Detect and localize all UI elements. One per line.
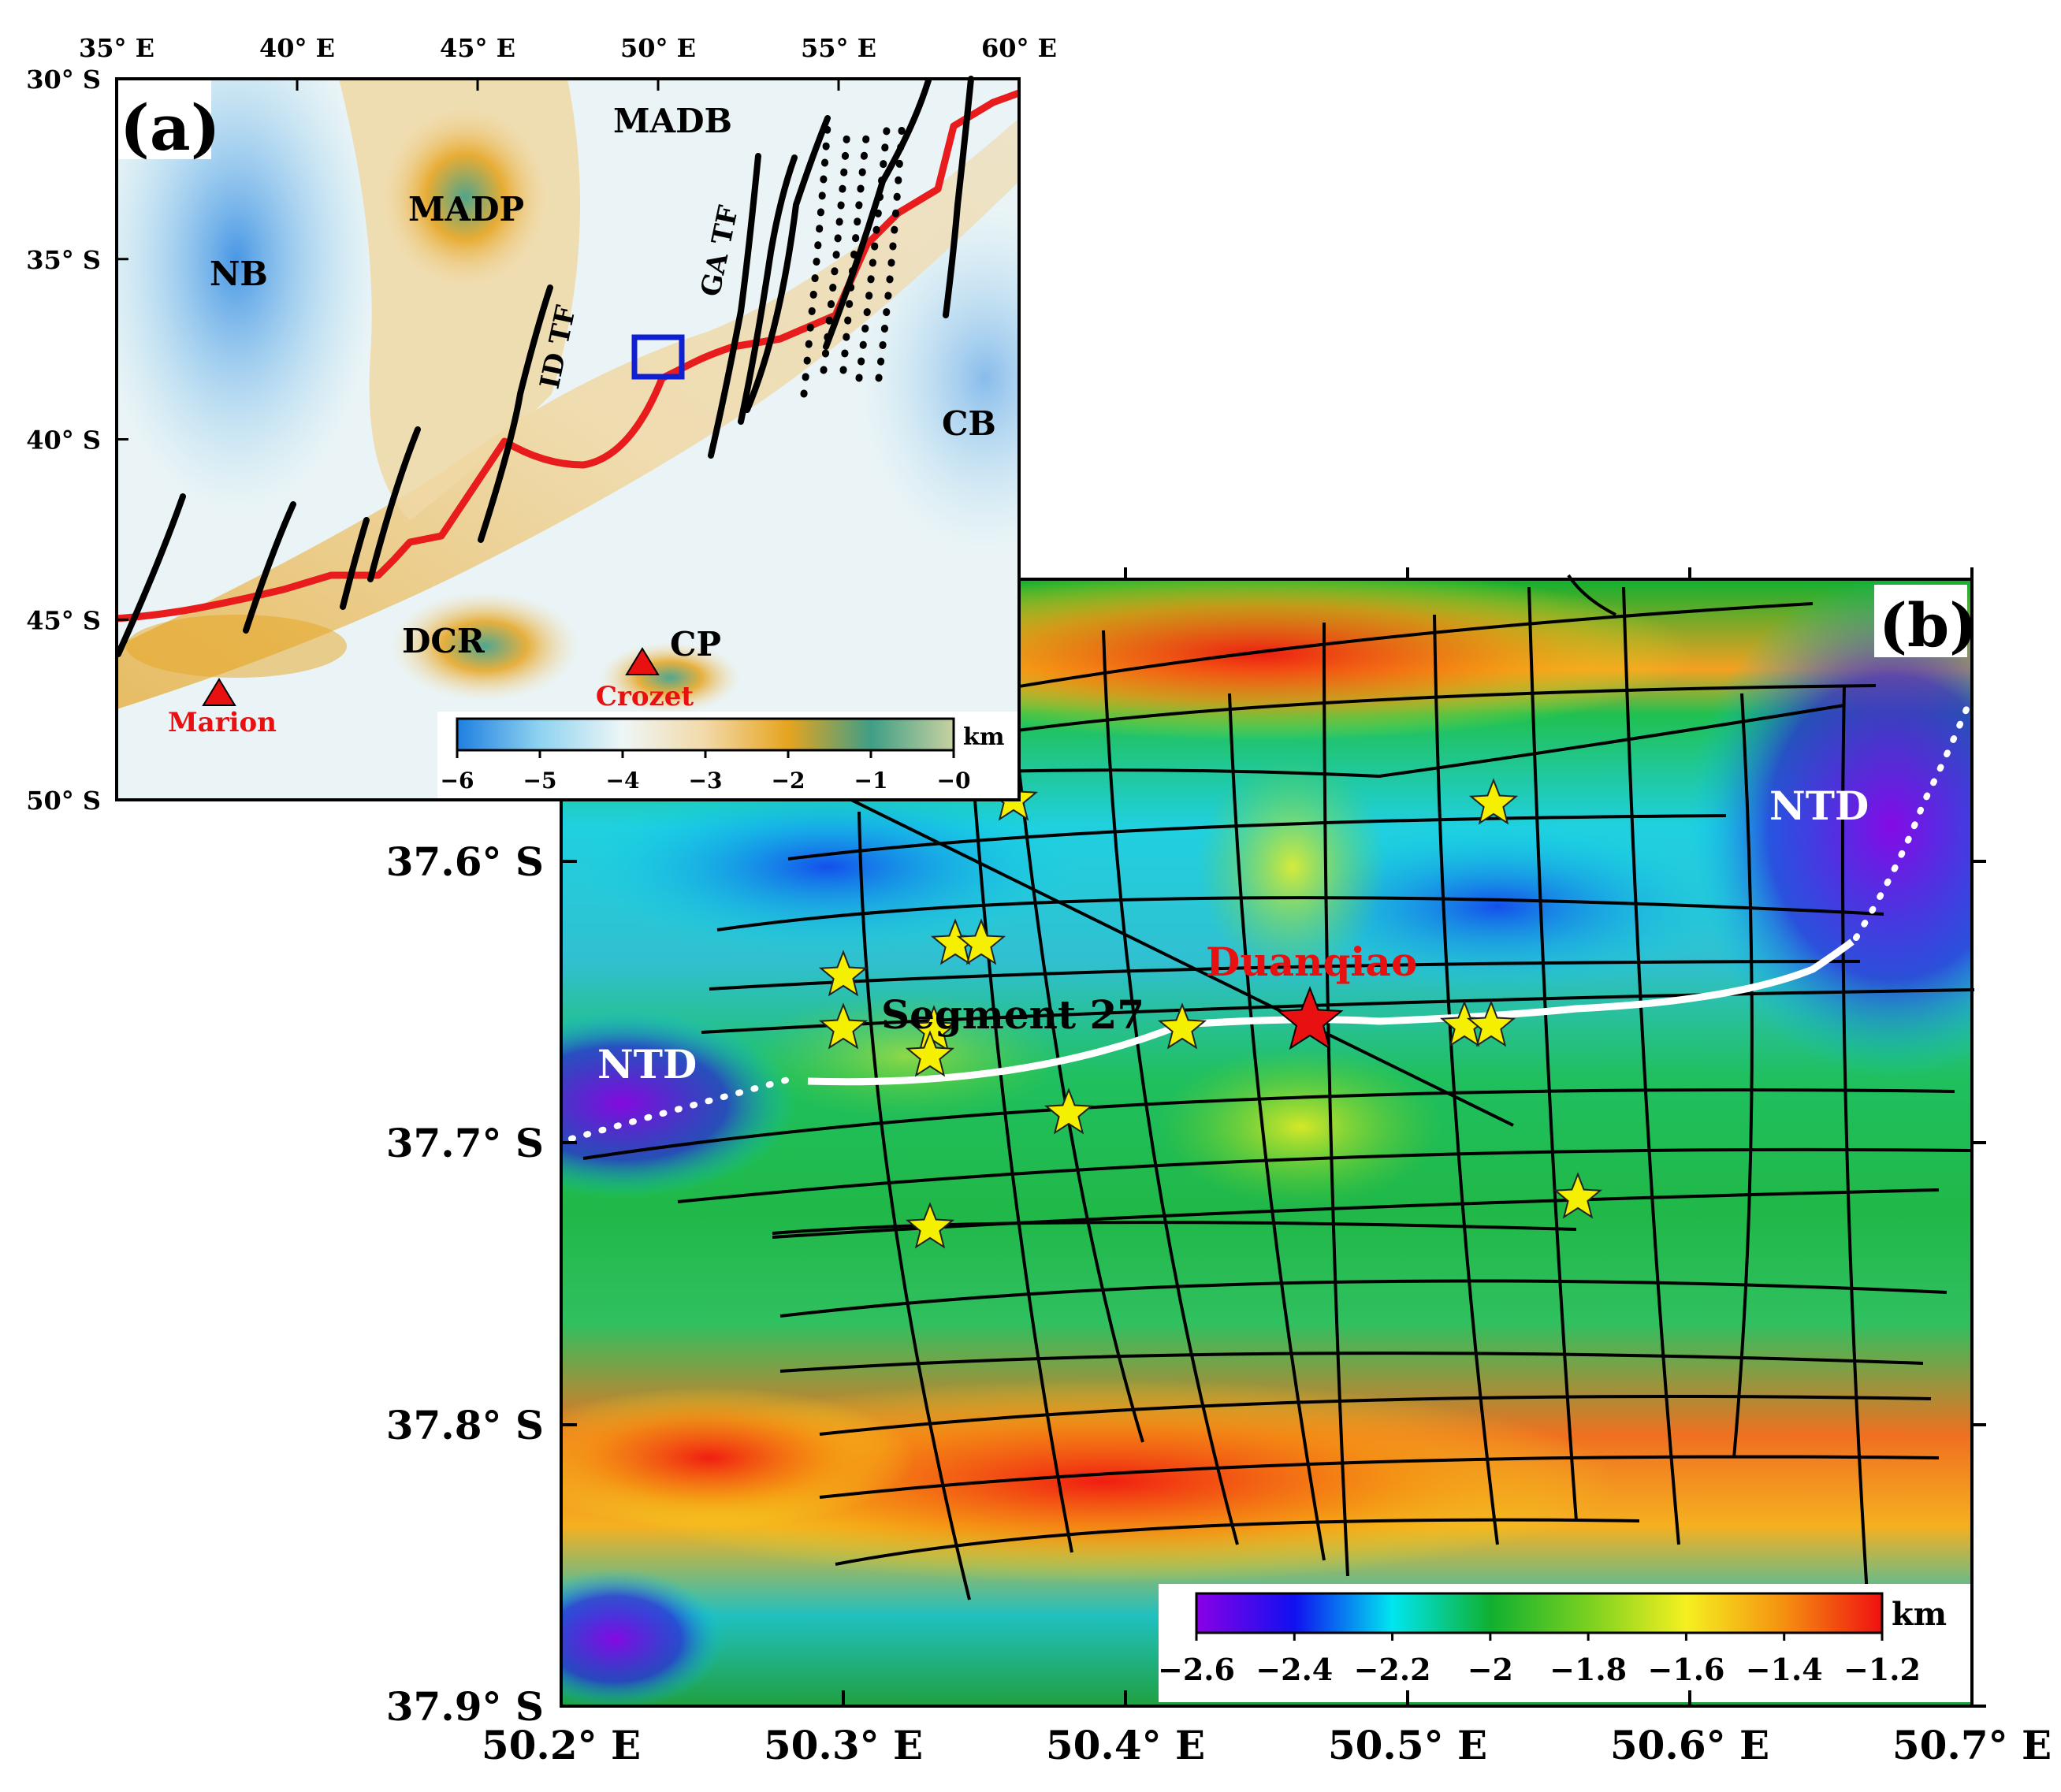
lon-tick-label: 50.3° E	[764, 1722, 923, 1768]
sample-star-icon	[1044, 1087, 1094, 1135]
panel-b-label: (b)	[1879, 590, 1977, 660]
lon-tick-label: 50.7° E	[1892, 1722, 2052, 1768]
sample-star-icon	[1157, 1002, 1207, 1050]
panel-a-study-area-box	[631, 334, 685, 380]
label-duanqiao: Duanqiao	[1206, 939, 1417, 985]
panel-a-dotted-lineations	[800, 114, 906, 398]
panel-a-label-box	[118, 80, 211, 159]
sample-star-icon	[1553, 1172, 1603, 1219]
lat-tick-label: 37.7° S	[386, 1120, 544, 1166]
colorbar-tick-label: −3	[689, 768, 723, 794]
panel-a-fracture-zones	[115, 76, 974, 657]
lon-tick-label: 55° E	[801, 33, 876, 63]
colorbar-tick-label: −2	[1468, 1652, 1513, 1687]
colorbar-tick-label: −1.4	[1746, 1652, 1823, 1687]
panel-b-colorbar: km −2.6 −2.4 −2.2 −2 −1.8 −1.6 −1.4 −1.2	[1158, 1584, 1972, 1702]
panel-a-axes: 35° E 40° E 45° E 50° E 55° E 60° E 30° S 35° S…	[26, 33, 1057, 816]
sample-star-icon	[818, 950, 869, 997]
label-cp: CP	[670, 625, 721, 664]
colorbar-tick-label: −0	[937, 768, 971, 794]
label-ntd-right: NTD	[1769, 783, 1869, 829]
label-segment-27: Segment 27	[881, 991, 1144, 1038]
lat-tick-label: 37.8° S	[386, 1402, 544, 1448]
lat-tick-label: 50° S	[26, 786, 101, 816]
colorbar-tick-label: −1.6	[1647, 1652, 1724, 1687]
lat-tick-label: 37.6° S	[386, 838, 544, 885]
panel-b-stars	[818, 774, 1603, 1249]
panel-b: NTD NTD Segment 27 Duanqiao (b) km −2.6−…	[386, 567, 2052, 1768]
lat-tick-label: 40° S	[26, 426, 101, 455]
lon-tick-label: 50° E	[620, 33, 696, 63]
label-dcr: DCR	[402, 622, 485, 660]
colorbar-tick-label: −1.2	[1843, 1652, 1921, 1687]
sample-star-icon	[1466, 1000, 1516, 1047]
sample-star-icon	[818, 1002, 869, 1050]
colorbar-tick-label: −6	[441, 768, 474, 794]
sample-star-icon	[956, 918, 1006, 965]
label-nb: NB	[210, 255, 268, 293]
lat-tick-label: 35° S	[26, 245, 101, 275]
lat-tick-label: 45° S	[26, 605, 101, 635]
sample-star-icon	[905, 1030, 955, 1077]
marion-hotspot-icon	[202, 678, 236, 706]
colorbar-tick-label: −5	[523, 768, 557, 794]
lon-tick-label: 50.4° E	[1046, 1722, 1205, 1768]
panel-a-label: (a)	[120, 91, 221, 165]
panel-a-colorbar-ramp	[456, 717, 955, 752]
colorbar-tick-label: −1.8	[1549, 1652, 1627, 1687]
panel-a: Marion Crozet MADB MADP NB CB DCR CP ID …	[26, 33, 1057, 816]
duanqiao-star-icon	[1276, 986, 1344, 1050]
label-cb: CB	[942, 404, 996, 443]
lon-tick-label: 45° E	[440, 33, 515, 63]
colorbar-tick-label: −2.6	[1158, 1652, 1235, 1687]
panel-a-ridge-axis	[116, 89, 1021, 623]
sample-star-icon	[1468, 778, 1519, 825]
panel-b-ridge-axis	[568, 706, 1970, 1142]
lon-tick-label: 50.5° E	[1328, 1722, 1487, 1768]
panel-b-colorbar-ramp	[1195, 1592, 1884, 1634]
crozet-hotspot-icon	[625, 647, 660, 675]
panel-b-colorbar-unit: km	[1892, 1596, 1947, 1633]
panel-a-colorbar-unit: km	[963, 723, 1005, 751]
colorbar-tick-label: −2.4	[1256, 1652, 1333, 1687]
colorbar-tick-label: −4	[606, 768, 640, 794]
colorbar-tick-label: −2	[772, 768, 805, 794]
label-marion: Marion	[168, 707, 277, 738]
lon-tick-label: 35° E	[79, 33, 154, 63]
lon-tick-label: 50.2° E	[482, 1722, 641, 1768]
label-ntd-left: NTD	[597, 1041, 697, 1087]
lon-tick-label: 40° E	[259, 33, 335, 63]
label-madb: MADB	[613, 102, 732, 140]
lat-tick-label: 30° S	[26, 65, 101, 95]
panel-b-label-box	[1874, 585, 1967, 657]
colorbar-tick-label: −2.2	[1354, 1652, 1431, 1687]
panel-b-axes: 50.2° E 50.3° E 50.4° E 50.5° E 50.6° E 50.7°…	[386, 567, 2052, 1768]
label-madp: MADP	[408, 190, 524, 229]
lon-tick-label: 50.6° E	[1610, 1722, 1769, 1768]
lat-tick-label: 37.9° S	[386, 1683, 544, 1730]
colorbar-tick-label: −1	[854, 768, 888, 794]
sample-star-icon	[905, 1202, 955, 1249]
panel-a-colorbar: km −6 −5 −4 −3 −2 −1 −0	[437, 712, 1019, 800]
lon-tick-label: 60° E	[981, 33, 1057, 63]
label-crozet: Crozet	[596, 681, 694, 712]
